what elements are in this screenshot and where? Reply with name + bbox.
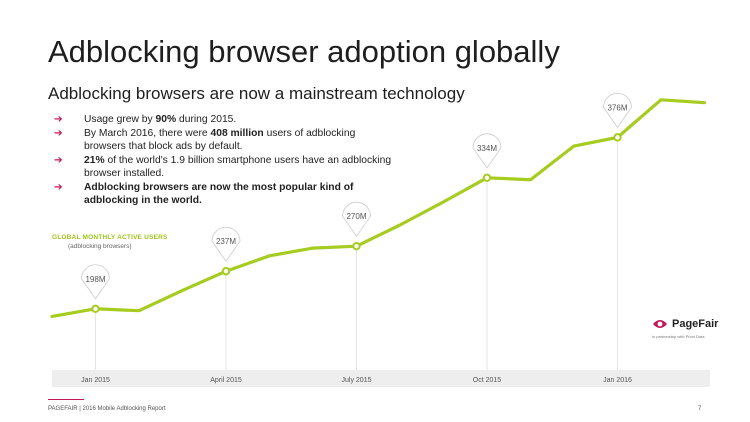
callout-marker: 376M bbox=[603, 93, 632, 129]
bullet-arrow-icon: ➔ bbox=[54, 155, 63, 166]
chart-legend-subtitle: (adblocking browsers) bbox=[68, 243, 132, 250]
page-title: Adblocking browser adoption globally bbox=[48, 34, 560, 69]
bullet-text: 90% bbox=[155, 114, 177, 125]
bullet-text: 21% bbox=[84, 155, 105, 166]
data-point bbox=[91, 304, 100, 313]
callout-marker: 334M bbox=[472, 133, 502, 169]
x-tick-label: April 2015 bbox=[210, 377, 242, 384]
bullet-text: during 2015. bbox=[176, 114, 237, 125]
callout-pin bbox=[81, 264, 110, 300]
pagefair-logo: PageFair bbox=[652, 318, 718, 330]
bullet-list: ➔ Usage grew by 90% during 2015. ➔ By March… bbox=[54, 113, 394, 208]
callout-label: 237M bbox=[216, 237, 236, 246]
callout-pin bbox=[472, 133, 502, 169]
partner-text: in partnership with Priori Data bbox=[652, 334, 705, 339]
callout-label: 334M bbox=[477, 144, 497, 153]
x-tick-label: Jan 2016 bbox=[603, 377, 632, 384]
callout-label: 376M bbox=[607, 103, 627, 112]
callout-label: 198M bbox=[85, 275, 105, 284]
x-tick-label: Oct 2015 bbox=[473, 377, 502, 384]
callout-label: 270M bbox=[346, 212, 366, 221]
footer-text: PAGEFAIR | 2016 Mobile Adblocking Report bbox=[48, 406, 166, 412]
data-point bbox=[352, 241, 361, 251]
callout-pin bbox=[211, 226, 241, 262]
callout-marker: 237M bbox=[211, 226, 241, 262]
data-point bbox=[221, 267, 231, 276]
x-tick-label: July 2015 bbox=[342, 377, 372, 384]
bullet-arrow-icon: ➔ bbox=[54, 128, 63, 139]
callout-marker: 198M bbox=[81, 264, 110, 300]
page-subtitle: Adblocking browsers are now a mainstream… bbox=[48, 84, 465, 103]
chart-legend: GLOBAL MONTHLY ACTIVE USERS bbox=[52, 234, 168, 241]
bullet-text: of the world's 1.9 billion smartphone us… bbox=[84, 155, 392, 179]
page-number: 7 bbox=[698, 406, 702, 412]
callout-pin bbox=[342, 201, 371, 237]
bullet-item: ➔ 21% of the world's 1.9 billion smartpho… bbox=[54, 154, 394, 180]
bullet-text: Usage grew by bbox=[84, 114, 156, 125]
bullet-item: ➔ Usage grew by 90% during 2015. bbox=[54, 113, 394, 126]
data-point bbox=[482, 173, 492, 183]
pagefair-logo-icon bbox=[653, 320, 667, 328]
callout-pin bbox=[603, 93, 632, 129]
bullet-item: ➔ By March 2016, there were 408 million u… bbox=[54, 127, 394, 153]
bullet-arrow-icon: ➔ bbox=[54, 182, 63, 193]
data-point bbox=[613, 133, 622, 142]
bullet-text: 408 million bbox=[210, 128, 264, 139]
bullet-arrow-icon: ➔ bbox=[54, 114, 63, 125]
x-axis-band bbox=[52, 370, 710, 387]
x-tick-label: Jan 2015 bbox=[81, 377, 110, 384]
bullet-text: Adblocking browsers are now the most pop… bbox=[84, 182, 354, 206]
bullet-text: By March 2016, there were bbox=[84, 128, 211, 139]
bullet-item: ➔ Adblocking browsers are now the most po… bbox=[54, 181, 394, 207]
callout-marker: 270M bbox=[342, 201, 371, 237]
bullet-text: users of adblocking browsers that block … bbox=[84, 128, 356, 152]
pagefair-logo-text: PageFair bbox=[672, 318, 719, 330]
footer-divider bbox=[48, 399, 84, 400]
series-line bbox=[50, 98, 707, 319]
